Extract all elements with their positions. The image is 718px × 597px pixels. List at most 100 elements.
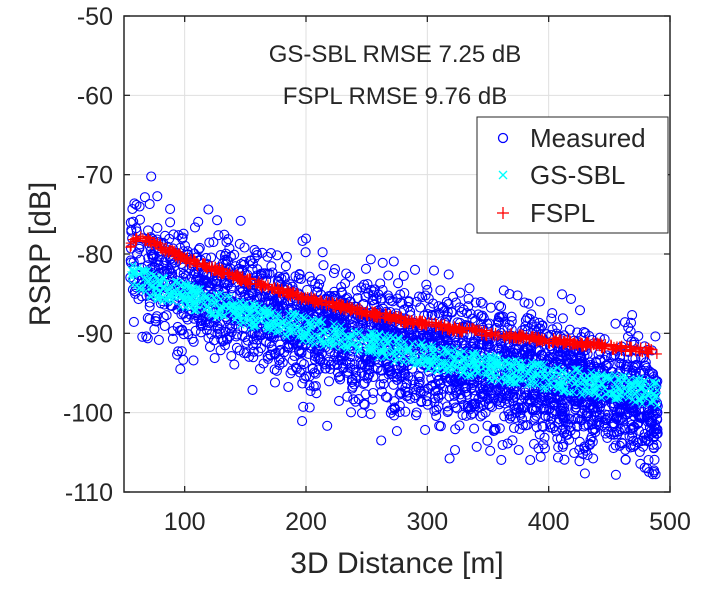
measured-point xyxy=(461,410,472,421)
measured-point xyxy=(161,310,172,321)
measured-point xyxy=(522,396,533,407)
measured-point xyxy=(528,404,539,415)
measured-point xyxy=(175,364,186,375)
measured-point xyxy=(537,421,548,432)
measured-point xyxy=(328,268,339,279)
annotation-gs-sbl-rmse: GS-SBL RMSE 7.25 dB xyxy=(269,41,522,68)
measured-point xyxy=(617,438,628,449)
measured-point xyxy=(153,263,164,274)
measured-point xyxy=(531,422,542,433)
measured-point xyxy=(477,382,488,393)
measured-point xyxy=(149,324,160,335)
measured-point xyxy=(193,267,204,278)
measured-point xyxy=(269,296,280,307)
measured-point xyxy=(514,423,525,434)
measured-point xyxy=(142,312,153,323)
measured-point xyxy=(450,297,462,308)
measured-point xyxy=(610,469,621,480)
measured-point xyxy=(498,285,509,296)
measured-point xyxy=(641,362,652,374)
x-tick-label: 200 xyxy=(285,508,327,536)
measured-point xyxy=(610,440,621,451)
measured-point xyxy=(493,393,504,404)
measured-point xyxy=(608,443,619,454)
measured-point xyxy=(504,288,515,300)
measured-point xyxy=(493,344,505,355)
measured-point xyxy=(362,364,373,375)
measured-point xyxy=(377,257,388,268)
measured-point xyxy=(618,359,629,370)
measured-point xyxy=(435,285,446,296)
measured-point xyxy=(154,251,165,262)
measured-point xyxy=(461,308,473,319)
y-tick-label: -70 xyxy=(77,162,113,190)
measured-point xyxy=(420,424,431,435)
measured-point xyxy=(362,359,373,370)
measured-point xyxy=(243,290,254,301)
measured-point xyxy=(353,394,364,405)
measured-point xyxy=(651,428,662,439)
measured-point xyxy=(209,353,220,364)
measured-point xyxy=(416,397,427,408)
measured-point xyxy=(281,251,292,262)
measured-point xyxy=(134,214,146,225)
measured-point xyxy=(128,316,139,327)
measured-point xyxy=(212,215,223,226)
measured-point xyxy=(178,354,189,365)
legend-gs-sbl-label: GS-SBL xyxy=(530,160,625,190)
measured-point xyxy=(297,416,308,427)
measured-point xyxy=(414,372,425,383)
measured-point xyxy=(152,191,163,202)
x-axis-label: 3D Distance [m] xyxy=(290,547,503,580)
measured-point xyxy=(142,333,153,344)
measured-point xyxy=(302,284,313,295)
measured-point xyxy=(373,289,384,300)
measured-point xyxy=(194,242,205,253)
measured-point xyxy=(223,234,234,245)
measured-point xyxy=(556,289,568,300)
measured-point xyxy=(318,260,329,271)
measured-point xyxy=(300,233,312,244)
measured-point xyxy=(506,411,517,422)
measured-point xyxy=(249,328,260,339)
measured-point xyxy=(179,240,191,251)
measured-point xyxy=(254,293,265,304)
measured-point xyxy=(247,384,258,395)
measured-point xyxy=(620,454,631,465)
measured-point xyxy=(574,305,586,316)
measured-point xyxy=(311,388,322,399)
y-tick-label: -80 xyxy=(77,241,113,269)
measured-point xyxy=(208,237,219,248)
measured-point xyxy=(297,378,308,389)
measured-point xyxy=(574,456,585,467)
measured-point xyxy=(253,346,264,357)
measured-point xyxy=(206,329,217,340)
measured-point xyxy=(627,423,638,434)
measured-point xyxy=(421,279,432,290)
measured-point xyxy=(229,359,240,370)
measured-point xyxy=(404,330,415,341)
measured-point xyxy=(564,324,575,335)
measured-point xyxy=(473,309,484,320)
measured-point xyxy=(465,308,476,319)
measured-point xyxy=(366,285,377,296)
measured-point xyxy=(534,296,545,307)
measured-point xyxy=(193,216,204,227)
measured-point xyxy=(340,278,351,289)
measured-point xyxy=(565,293,577,304)
measured-point xyxy=(375,379,386,390)
measured-point xyxy=(365,354,376,365)
measured-point xyxy=(317,247,328,258)
measured-point xyxy=(153,259,164,270)
measured-point xyxy=(480,407,491,418)
measured-point xyxy=(546,329,557,341)
measured-point xyxy=(391,426,402,437)
measured-point xyxy=(650,331,661,342)
measured-point xyxy=(342,391,353,402)
measured-point xyxy=(458,304,469,315)
x-tick-label: 300 xyxy=(406,508,448,536)
measured-point xyxy=(434,420,445,431)
measured-point xyxy=(129,198,140,209)
measured-point xyxy=(456,306,467,318)
measured-point xyxy=(272,250,283,261)
